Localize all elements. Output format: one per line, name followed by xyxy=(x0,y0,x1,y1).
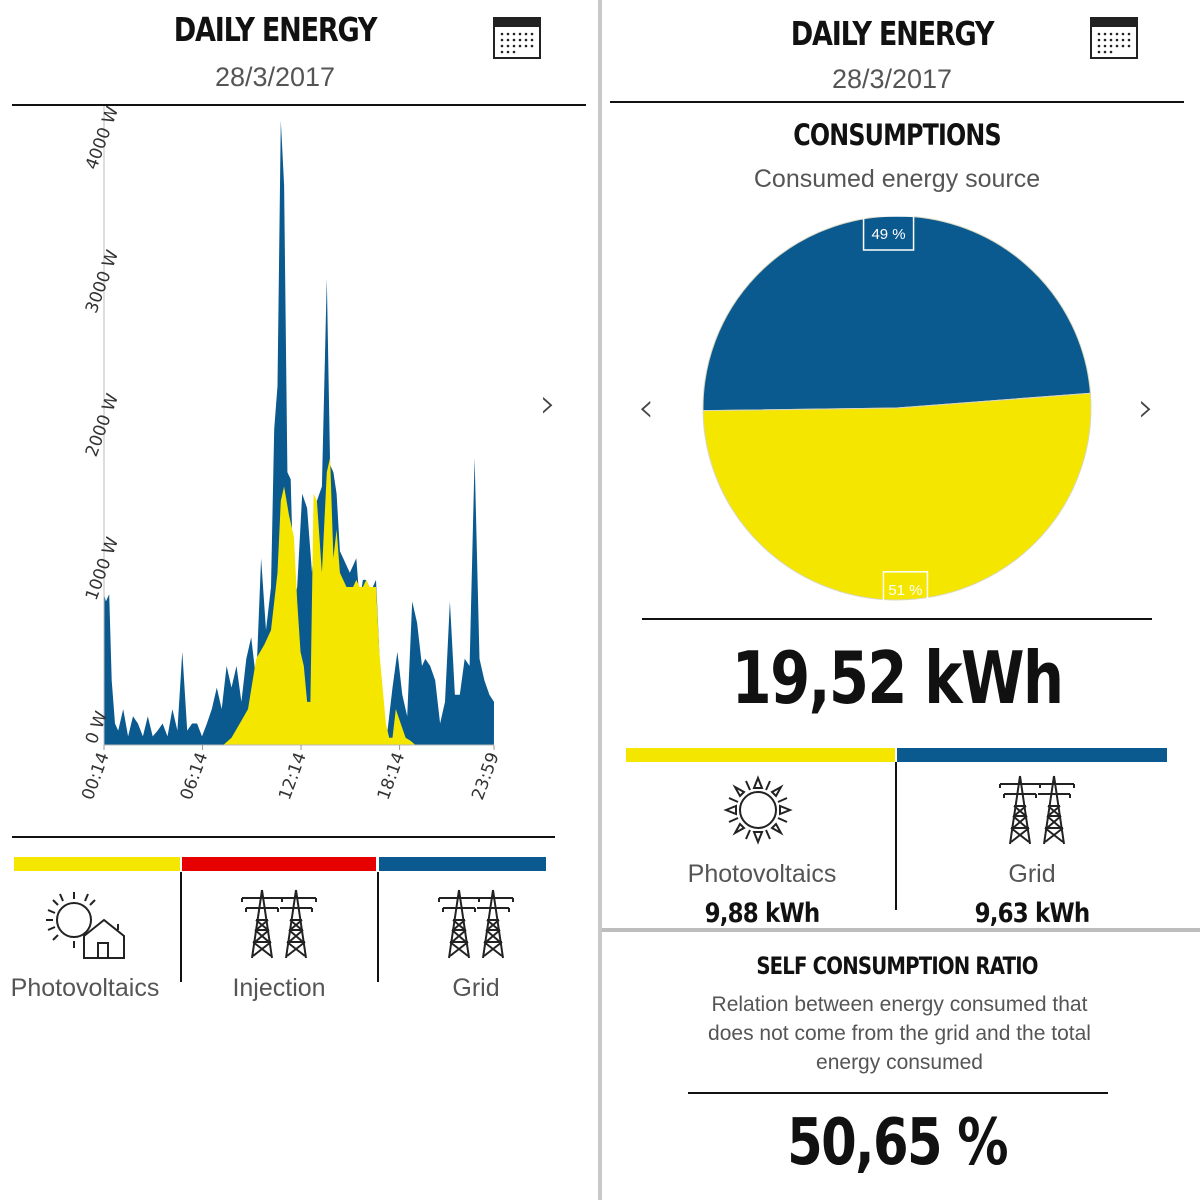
series-area-photovoltaics xyxy=(223,457,416,745)
sun-icon xyxy=(723,775,793,845)
total-energy-value: 19,52 kWh xyxy=(731,636,1064,720)
pylon-icon xyxy=(241,889,317,959)
source-value-grid: 9,63 kWh xyxy=(974,898,1091,929)
consumptions-subtitle: Consumed energy source xyxy=(753,165,1041,193)
x-tick-label: 23:59 xyxy=(468,750,504,803)
y-tick-label: 1000 W xyxy=(82,535,123,604)
right-screen: DAILY ENERGY 28/3/2017 CONSUMPTIONS Cons… xyxy=(602,0,1200,1200)
chart-bottom-divider xyxy=(12,836,555,838)
left-screen: DAILY ENERGY 28/3/2017 0 W 1000 W 2000 W 30… xyxy=(0,0,598,1200)
x-tick-label: 18:14 xyxy=(374,750,410,803)
legend-separator xyxy=(377,872,379,982)
sun-house-icon xyxy=(46,892,125,959)
y-tick-label: 4000 W xyxy=(82,106,123,172)
pylon-icon xyxy=(999,775,1075,845)
consumption-pie-chart: 49 % 51 % xyxy=(702,215,1092,604)
legend-bar-photovoltaics xyxy=(14,857,180,871)
y-tick-label: 2000 W xyxy=(82,391,123,460)
x-tick-label: 06:14 xyxy=(177,750,213,803)
legend-label-photovoltaics: Photovoltaics xyxy=(10,974,160,1002)
page-title: DAILY ENERGY xyxy=(790,14,995,53)
section-separator xyxy=(602,928,1200,932)
pie-label-box xyxy=(862,215,915,251)
source-bar-grid xyxy=(897,748,1167,762)
pie-slice-grid xyxy=(702,215,1091,412)
next-arrow[interactable]: › xyxy=(1138,385,1154,431)
panel-divider xyxy=(598,0,602,1200)
source-label-grid: Grid xyxy=(1008,860,1056,888)
prev-arrow[interactable]: ‹ xyxy=(638,385,654,431)
pie-slice-label: 49 % xyxy=(871,226,905,243)
next-arrow[interactable]: › xyxy=(540,381,556,427)
legend-label-grid: Grid xyxy=(452,974,500,1002)
header-divider xyxy=(610,101,1184,103)
date-label: 28/3/2017 xyxy=(214,62,336,92)
legend-bar-injection xyxy=(182,857,376,871)
page-title: DAILY ENERGY xyxy=(173,10,378,49)
self-consumption-description: Relation between energy consumed that do… xyxy=(708,993,1091,1074)
y-tick-label: 3000 W xyxy=(82,247,123,316)
legend-separator xyxy=(180,872,182,982)
pie-slice-photovoltaics xyxy=(702,392,1092,601)
legend-label-injection: Injection xyxy=(232,974,326,1002)
series-area-grid xyxy=(103,120,494,745)
self-consumption-heading: SELF CONSUMPTION RATIO xyxy=(756,952,1038,980)
x-tick-label: 12:14 xyxy=(275,750,311,803)
pie-label-box xyxy=(882,571,929,604)
header-divider xyxy=(12,104,586,106)
source-bar-photovoltaics xyxy=(626,748,895,762)
pie-slice-label: 51 % xyxy=(888,582,922,599)
legend-bar-grid xyxy=(379,857,546,871)
source-value-photovoltaics: 9,88 kWh xyxy=(704,898,821,929)
pie-bottom-divider xyxy=(642,618,1152,620)
date-label: 28/3/2017 xyxy=(831,64,953,94)
x-tick-label: 00:14 xyxy=(78,750,114,803)
calendar-icon[interactable] xyxy=(1089,14,1139,62)
source-label-photovoltaics: Photovoltaics xyxy=(687,860,837,888)
self-consumption-value: 50,65 % xyxy=(787,1106,1008,1180)
consumptions-heading: CONSUMPTIONS xyxy=(793,118,1001,152)
pylon-icon xyxy=(438,889,514,959)
calendar-icon[interactable] xyxy=(492,14,542,62)
source-separator xyxy=(895,762,897,910)
ratio-divider xyxy=(688,1092,1108,1094)
